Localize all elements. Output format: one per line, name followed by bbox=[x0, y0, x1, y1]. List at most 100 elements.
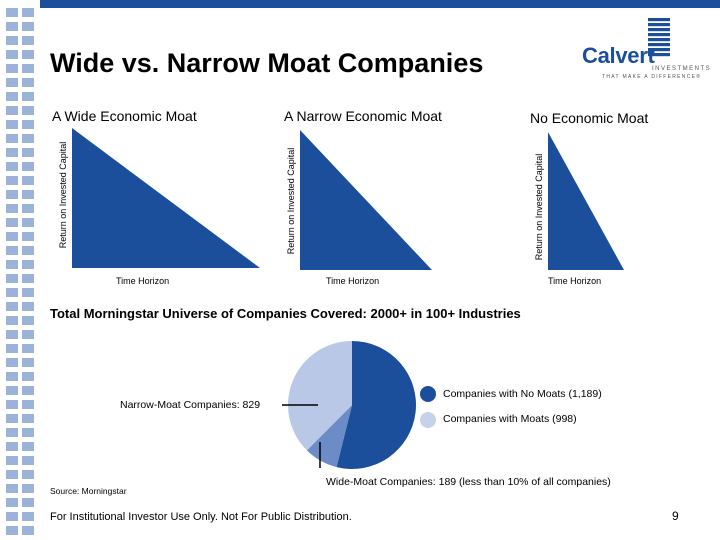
rail-square bbox=[6, 162, 18, 171]
rail-square bbox=[22, 64, 34, 73]
no-moat-x-label: Time Horizon bbox=[548, 276, 602, 286]
rail-square bbox=[6, 36, 18, 45]
calvert-logo bbox=[648, 18, 670, 57]
rail-square bbox=[6, 470, 18, 479]
top-accent-bar bbox=[40, 0, 720, 8]
rail-square bbox=[6, 176, 18, 185]
rail-square bbox=[22, 316, 34, 325]
rail-square bbox=[22, 274, 34, 283]
rail-square bbox=[22, 148, 34, 157]
rail-square bbox=[6, 484, 18, 493]
rail-square bbox=[22, 400, 34, 409]
wide-moat-title: A Wide Economic Moat bbox=[52, 108, 197, 124]
rail-square bbox=[6, 134, 18, 143]
moat-triangles bbox=[72, 128, 624, 270]
legend-moat-swatch bbox=[420, 412, 436, 428]
wide-moat-area bbox=[72, 128, 260, 268]
rail-square bbox=[6, 414, 18, 423]
rail-square bbox=[22, 134, 34, 143]
footer-disclaimer: For Institutional Investor Use Only. Not… bbox=[50, 511, 352, 523]
rail-square bbox=[6, 386, 18, 395]
no-moat-area bbox=[548, 132, 624, 270]
rail-square bbox=[6, 106, 18, 115]
page-number: 9 bbox=[672, 509, 679, 523]
rail-square bbox=[6, 148, 18, 157]
rail-square bbox=[22, 386, 34, 395]
logo-tagline-1: INVESTMENTS bbox=[652, 66, 712, 72]
no-moat-title: No Economic Moat bbox=[530, 110, 649, 126]
rail-square bbox=[6, 442, 18, 451]
rail-square bbox=[22, 190, 34, 199]
rail-square bbox=[22, 288, 34, 297]
rail-square bbox=[22, 162, 34, 171]
rail-square bbox=[6, 358, 18, 367]
rail-square bbox=[6, 456, 18, 465]
universe-subtitle: Total Morningstar Universe of Companies … bbox=[50, 306, 521, 321]
rail-square bbox=[22, 414, 34, 423]
rail-square bbox=[6, 428, 18, 437]
rail-square bbox=[22, 372, 34, 381]
rail-square bbox=[6, 512, 18, 521]
wide-moat-callout: Wide-Moat Companies: 189 (less than 10% … bbox=[326, 476, 611, 488]
rail-square bbox=[6, 64, 18, 73]
rail-square bbox=[6, 526, 18, 535]
rail-square bbox=[22, 442, 34, 451]
pie-slice-wide-moat bbox=[306, 405, 352, 468]
logo-tagline-2: THAT MAKE A DIFFERENCE® bbox=[602, 74, 702, 80]
rail-square bbox=[6, 50, 18, 59]
rail-square bbox=[22, 36, 34, 45]
rail-square bbox=[22, 470, 34, 479]
rail-square bbox=[22, 512, 34, 521]
rail-square bbox=[6, 246, 18, 255]
wide-moat-x-label: Time Horizon bbox=[116, 276, 170, 286]
rail-square bbox=[22, 246, 34, 255]
rail-square bbox=[22, 428, 34, 437]
rail-square bbox=[6, 344, 18, 353]
narrow-moat-title: A Narrow Economic Moat bbox=[284, 108, 442, 124]
rail-square bbox=[6, 120, 18, 129]
rail-square bbox=[6, 274, 18, 283]
narrow-moat-area bbox=[300, 130, 432, 270]
rail-square bbox=[6, 302, 18, 311]
rail-square bbox=[6, 204, 18, 213]
rail-square bbox=[22, 78, 34, 87]
rail-square bbox=[6, 232, 18, 241]
rail-square bbox=[6, 316, 18, 325]
rail-square bbox=[22, 50, 34, 59]
rail-square bbox=[6, 8, 18, 17]
rail-square bbox=[6, 372, 18, 381]
rail-square bbox=[6, 400, 18, 409]
rail-square bbox=[22, 260, 34, 269]
rail-square bbox=[6, 260, 18, 269]
pie-slice-no-moat bbox=[336, 341, 417, 469]
rail-square bbox=[6, 190, 18, 199]
left-decorative-rail bbox=[0, 0, 40, 540]
logo-wordmark: Calvert bbox=[582, 43, 655, 68]
rail-square bbox=[22, 456, 34, 465]
rail-square bbox=[6, 218, 18, 227]
rail-square bbox=[22, 8, 34, 17]
rail-square bbox=[22, 22, 34, 31]
rail-square bbox=[22, 498, 34, 507]
rail-square bbox=[22, 120, 34, 129]
legend-no-moat-swatch bbox=[420, 386, 436, 402]
rail-square bbox=[6, 22, 18, 31]
rail-square bbox=[22, 302, 34, 311]
rail-square bbox=[22, 358, 34, 367]
moat-pie-chart bbox=[282, 341, 417, 469]
rail-square bbox=[22, 484, 34, 493]
narrow-moat-x-label: Time Horizon bbox=[326, 276, 380, 286]
rail-square bbox=[6, 78, 18, 87]
source-note: Source: Morningstar bbox=[50, 486, 127, 496]
rail-square bbox=[6, 498, 18, 507]
rail-square bbox=[6, 330, 18, 339]
rail-square bbox=[22, 526, 34, 535]
rail-square bbox=[22, 330, 34, 339]
rail-square bbox=[22, 204, 34, 213]
legend-moat-label: Companies with Moats (998) bbox=[443, 413, 577, 425]
rail-square bbox=[22, 232, 34, 241]
rail-square bbox=[22, 218, 34, 227]
legend-no-moat-label: Companies with No Moats (1,189) bbox=[443, 388, 602, 400]
rail-square bbox=[6, 92, 18, 101]
rail-square bbox=[22, 176, 34, 185]
